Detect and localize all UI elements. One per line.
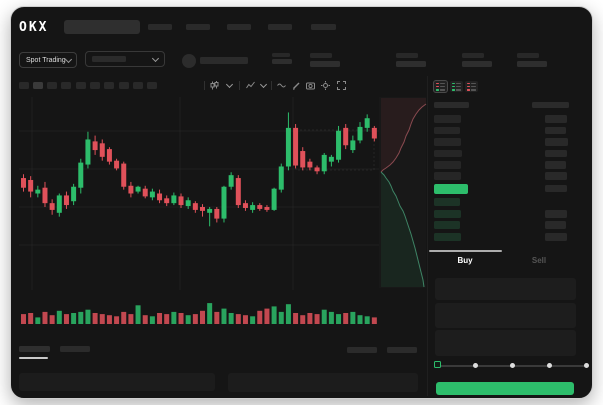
bottom-tab-underline (19, 357, 48, 359)
price-placeholder (272, 53, 290, 57)
bid-size-bar[interactable] (545, 209, 567, 218)
ask-size-bar[interactable] (545, 115, 567, 123)
stat-value-placeholder (310, 60, 340, 67)
stat-label-placeholder (517, 53, 539, 58)
stat-label-placeholder (310, 53, 332, 58)
settings-gear-icon[interactable] (321, 81, 330, 90)
orders-table-placeholder (19, 373, 215, 391)
ask-size-bar[interactable] (545, 149, 567, 157)
timeframe-button[interactable] (61, 82, 71, 89)
search-input[interactable] (64, 20, 140, 34)
orderbook-view-asks-icon[interactable] (465, 81, 478, 92)
orderbook-size-column-header (532, 102, 569, 108)
stat-label-placeholder (396, 53, 418, 58)
bottom-tab-history[interactable] (60, 346, 90, 352)
pair-select-dropdown[interactable] (85, 51, 165, 67)
nav-item[interactable] (148, 24, 172, 30)
trade-mode-dropdown[interactable]: Spot Trading (19, 52, 77, 68)
bid-price-bar[interactable] (434, 198, 460, 206)
tab-sell[interactable]: Sell (531, 256, 547, 265)
coin-icon (182, 54, 196, 68)
timeframe-button[interactable] (133, 82, 143, 89)
fullscreen-icon[interactable] (337, 81, 346, 90)
slider-stop-dot[interactable] (472, 362, 478, 368)
orderbook-price-column-header (434, 102, 469, 108)
tab-buy[interactable]: Buy (457, 256, 473, 265)
last-price-bar[interactable] (434, 183, 468, 194)
timeframe-button[interactable] (19, 82, 29, 89)
bottom-action-button[interactable] (387, 347, 417, 353)
nav-item[interactable] (268, 24, 292, 30)
order-input-field[interactable] (435, 303, 576, 328)
slider-stop-dot[interactable] (509, 362, 515, 368)
slider-stop-dot[interactable] (546, 362, 552, 368)
ask-size-bar[interactable] (545, 138, 568, 146)
timeframe-button[interactable] (147, 82, 157, 89)
trade-mode-label: Spot Trading (26, 56, 66, 64)
ask-size-bar[interactable] (545, 161, 566, 169)
buy-button[interactable] (436, 382, 574, 395)
wave-icon[interactable] (277, 81, 286, 90)
bid-price-bar[interactable] (434, 209, 461, 218)
ask-price-bar[interactable] (434, 149, 462, 157)
timeframe-button[interactable] (33, 82, 43, 89)
divider (427, 76, 428, 396)
bid-price-bar[interactable] (434, 232, 461, 241)
stat-value-placeholder (396, 60, 426, 67)
orders-table-placeholder (228, 373, 418, 392)
stat-value-placeholder (462, 60, 492, 67)
timeframe-button[interactable] (90, 82, 100, 89)
bid-price-bar[interactable] (434, 221, 460, 229)
ask-price-bar[interactable] (434, 172, 461, 180)
ask-price-bar[interactable] (434, 115, 461, 123)
divider (204, 81, 205, 90)
bottom-action-button[interactable] (347, 347, 377, 353)
orderbook-view-combined-icon[interactable] (433, 80, 448, 93)
stat-value-placeholder (517, 60, 547, 67)
divider (271, 81, 272, 90)
last-price-size-bar (545, 185, 567, 192)
indicators-icon[interactable] (246, 81, 255, 90)
pair-name-placeholder (200, 57, 248, 64)
divider (239, 81, 240, 90)
ask-price-bar[interactable] (434, 138, 461, 146)
bid-size-bar[interactable] (545, 221, 566, 229)
candle-style-icon[interactable] (210, 81, 219, 90)
timeframe-button[interactable] (76, 82, 86, 89)
okx-logo[interactable]: OKX (19, 20, 49, 35)
nav-item[interactable] (186, 24, 210, 30)
nav-item[interactable] (311, 24, 336, 30)
bid-size-bar[interactable] (545, 232, 567, 241)
orderbook-view-bids-icon[interactable] (450, 81, 463, 92)
ask-price-bar[interactable] (434, 126, 460, 134)
timeframe-button[interactable] (47, 82, 57, 89)
slider-stop-dot[interactable] (583, 362, 589, 368)
bottom-tab-orders[interactable] (19, 346, 50, 352)
order-input-field[interactable] (435, 330, 576, 356)
ask-price-bar[interactable] (434, 161, 461, 169)
timeframe-button[interactable] (104, 82, 114, 89)
stat-label-placeholder (462, 53, 484, 58)
nav-item[interactable] (227, 24, 251, 30)
order-input-field[interactable] (435, 278, 576, 300)
draw-pencil-icon[interactable] (292, 81, 301, 90)
ask-size-bar[interactable] (545, 172, 567, 180)
active-tab-indicator (429, 249, 502, 252)
snapshot-camera-icon[interactable] (306, 81, 315, 90)
timeframe-button[interactable] (119, 82, 129, 89)
price-sub-placeholder (272, 59, 292, 64)
slider-handle[interactable] (434, 361, 441, 368)
ask-size-bar[interactable] (545, 126, 566, 134)
